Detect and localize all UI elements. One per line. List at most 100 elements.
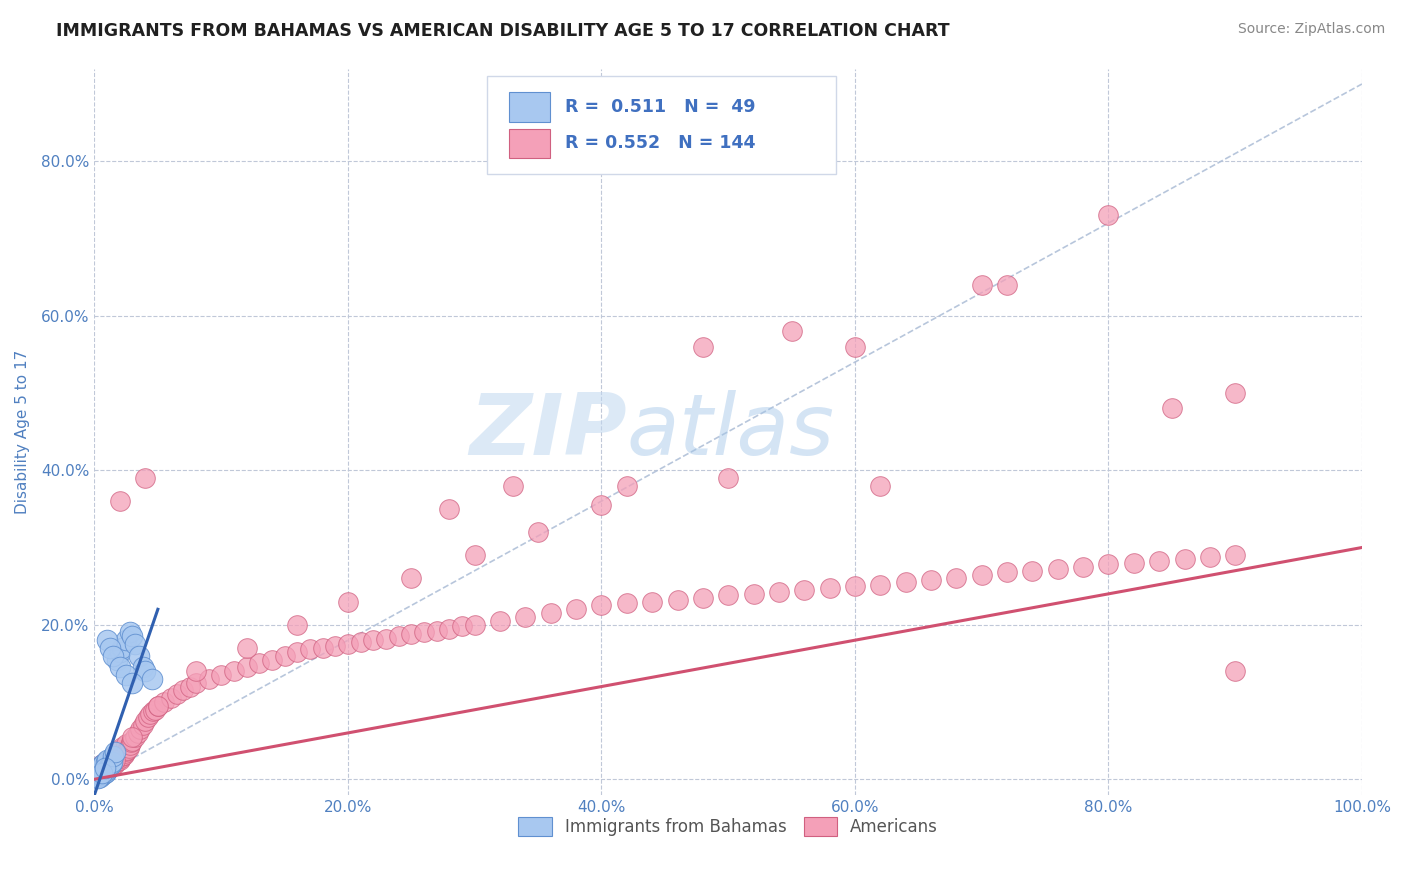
Point <box>104 747 127 762</box>
Point <box>136 710 159 724</box>
Y-axis label: Disability Age 5 to 17: Disability Age 5 to 17 <box>15 350 30 514</box>
Point <box>118 741 141 756</box>
Point <box>100 752 122 766</box>
Point <box>742 587 765 601</box>
Point <box>1122 556 1144 570</box>
Point <box>184 675 207 690</box>
Point <box>105 652 128 666</box>
Point <box>121 629 143 643</box>
Point <box>616 596 638 610</box>
Point <box>401 571 423 585</box>
Point <box>91 756 114 771</box>
Point <box>115 633 138 648</box>
Point <box>103 749 125 764</box>
Point <box>100 756 122 771</box>
Point <box>86 763 108 777</box>
Point <box>97 761 120 775</box>
Point <box>121 675 143 690</box>
Point <box>139 706 162 721</box>
Point <box>93 761 115 775</box>
Point <box>388 629 411 643</box>
Point <box>844 340 866 354</box>
Point <box>86 770 108 784</box>
Point <box>666 593 689 607</box>
Point <box>118 625 141 640</box>
Point <box>717 471 740 485</box>
Point <box>117 743 139 757</box>
Point <box>869 478 891 492</box>
Point <box>124 637 146 651</box>
Point <box>115 737 138 751</box>
Point <box>134 471 156 485</box>
Point <box>235 640 257 655</box>
Point <box>97 761 120 775</box>
Point <box>143 703 166 717</box>
Point <box>142 704 165 718</box>
Point <box>129 722 152 736</box>
Point <box>89 767 111 781</box>
Point <box>101 759 124 773</box>
Point <box>1046 562 1069 576</box>
Point <box>1225 548 1247 562</box>
Point <box>222 664 245 678</box>
Point <box>103 648 125 663</box>
Point <box>108 494 131 508</box>
Point <box>336 594 359 608</box>
Point <box>91 766 114 780</box>
Point <box>107 752 129 766</box>
Point <box>285 645 308 659</box>
Point <box>920 573 942 587</box>
Point <box>108 645 131 659</box>
Point <box>100 760 122 774</box>
Point <box>1199 549 1222 564</box>
Point <box>375 632 398 646</box>
Point <box>426 624 449 638</box>
Point <box>103 749 125 764</box>
Point <box>93 764 115 779</box>
FancyBboxPatch shape <box>509 93 550 121</box>
Point <box>413 625 436 640</box>
Point <box>93 761 115 775</box>
Point <box>464 548 486 562</box>
Point <box>945 571 967 585</box>
Point <box>97 756 120 770</box>
Text: IMMIGRANTS FROM BAHAMAS VS AMERICAN DISABILITY AGE 5 TO 17 CORRELATION CHART: IMMIGRANTS FROM BAHAMAS VS AMERICAN DISA… <box>56 22 950 40</box>
Point <box>105 746 128 760</box>
Point <box>197 672 219 686</box>
Point <box>1147 554 1170 568</box>
Point <box>172 683 194 698</box>
Point <box>527 524 550 539</box>
Point <box>350 634 373 648</box>
Point <box>401 627 423 641</box>
Point <box>111 749 134 764</box>
Point <box>98 761 121 775</box>
Point <box>89 760 111 774</box>
Point <box>1225 386 1247 401</box>
Point <box>86 766 108 780</box>
Point <box>96 756 118 771</box>
Point <box>146 698 169 713</box>
Point <box>87 765 110 780</box>
Point <box>91 764 114 779</box>
Point <box>91 766 114 780</box>
Point <box>108 660 131 674</box>
Point <box>260 652 283 666</box>
Point <box>89 767 111 781</box>
Point <box>115 744 138 758</box>
Point <box>323 640 346 654</box>
Point <box>235 660 257 674</box>
Text: atlas: atlas <box>627 390 835 473</box>
Point <box>105 754 128 768</box>
Point <box>970 277 993 292</box>
Point <box>692 591 714 605</box>
Point <box>692 340 714 354</box>
Point <box>84 768 107 782</box>
Point <box>121 733 143 747</box>
Point <box>93 766 115 780</box>
Text: R =  0.511   N =  49: R = 0.511 N = 49 <box>565 98 755 116</box>
Point <box>115 668 138 682</box>
Point <box>166 687 188 701</box>
Point <box>96 753 118 767</box>
Point <box>93 765 115 780</box>
Point <box>93 761 115 775</box>
